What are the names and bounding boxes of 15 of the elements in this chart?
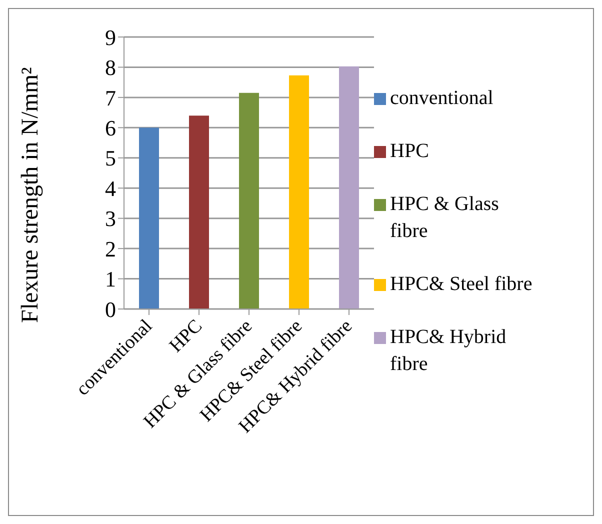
legend-label: HPC& Steel fibre: [390, 272, 534, 296]
y-tick-label: 0: [105, 296, 116, 322]
y-axis-title: Flexure strength in N/mm²: [18, 67, 44, 323]
y-tick-label: 3: [105, 206, 116, 232]
y-tick-label: 6: [105, 115, 116, 140]
y-tick-label: 7: [105, 85, 116, 110]
legend-label: HPC: [390, 138, 430, 164]
y-tick-label: 9: [105, 24, 116, 50]
legend-label: conventional: [390, 86, 494, 110]
y-tick-label: 5: [105, 146, 116, 171]
y-tick-label: 1: [105, 266, 116, 292]
y-tick-label: 4: [105, 176, 116, 201]
legend-label: HPC & Glass fibre: [390, 192, 500, 244]
y-tick-label: 8: [105, 55, 116, 80]
y-tick-label: 2: [105, 236, 116, 262]
